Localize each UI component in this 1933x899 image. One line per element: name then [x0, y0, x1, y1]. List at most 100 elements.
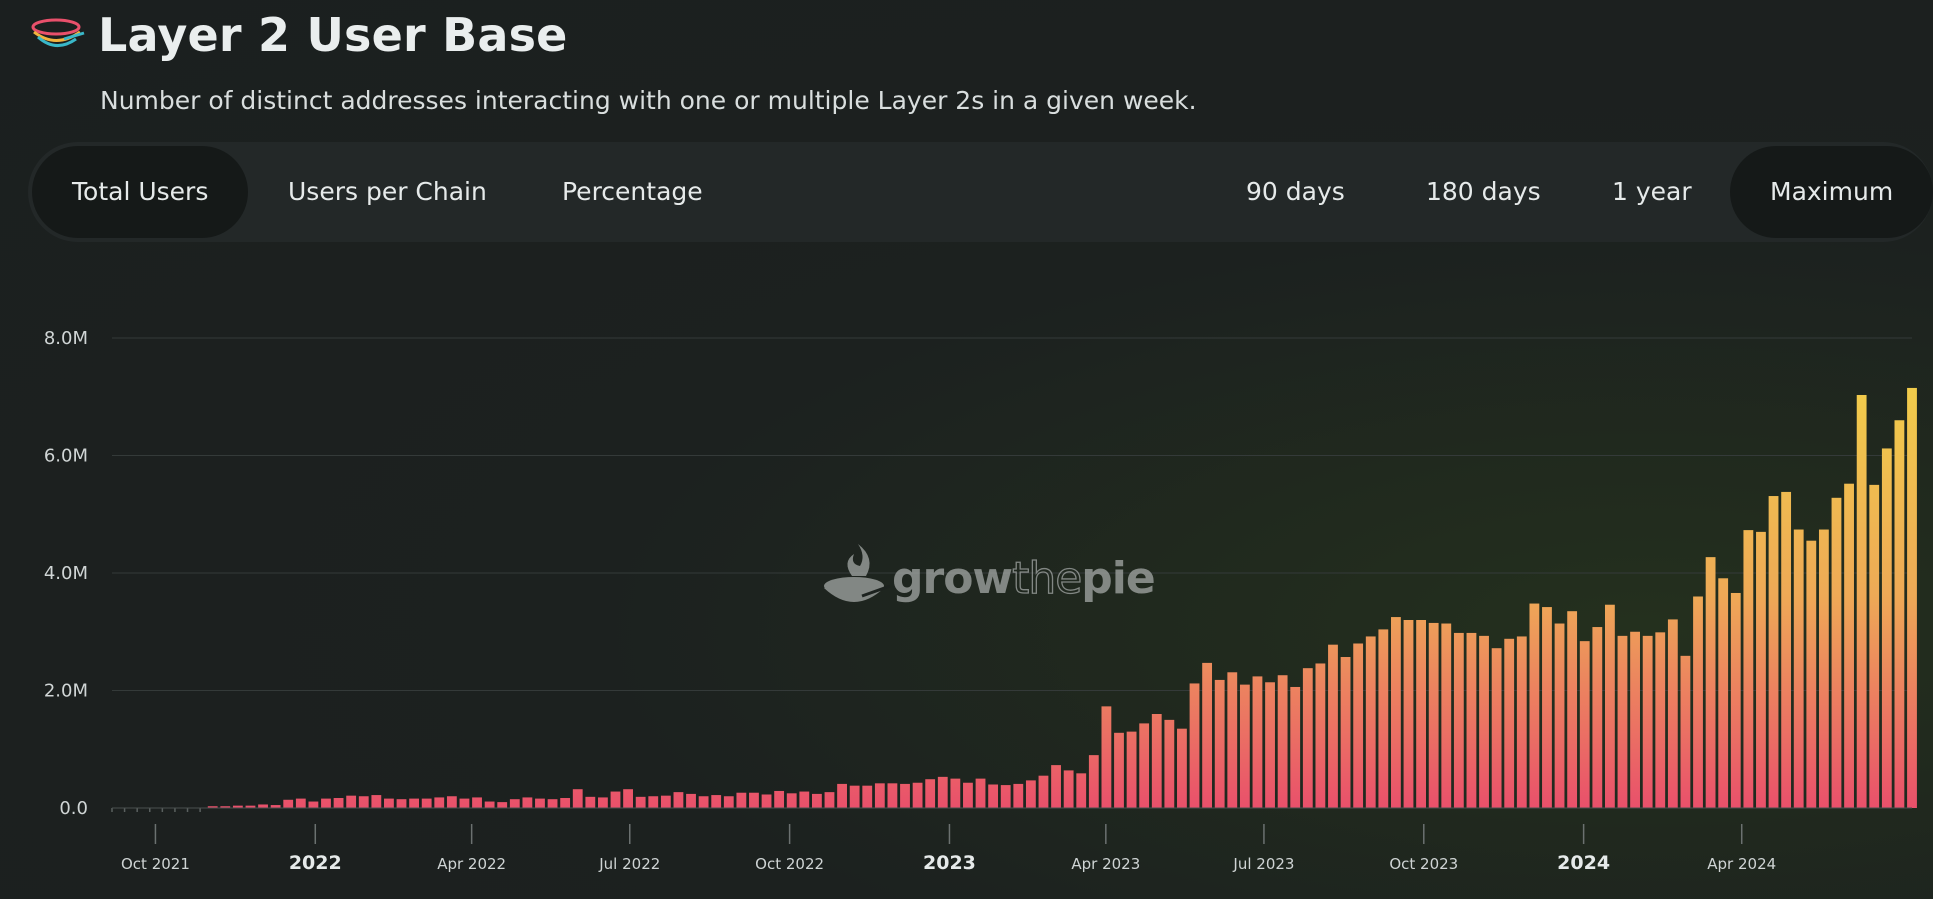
bar	[963, 782, 973, 808]
range-90-days-button[interactable]: 90 days	[1246, 177, 1345, 206]
x-tick-label: Oct 2023	[1389, 855, 1458, 873]
bar	[1063, 770, 1074, 808]
bar	[1831, 497, 1842, 808]
bar	[723, 796, 734, 808]
range-maximum-button[interactable]: Maximum	[1730, 146, 1933, 238]
metric-percentage-button[interactable]: Percentage	[562, 177, 703, 206]
metric-users-per-chain-button[interactable]: Users per Chain	[288, 177, 487, 206]
bar	[824, 792, 835, 808]
range-180-days-button[interactable]: 180 days	[1426, 177, 1541, 206]
bar	[1378, 629, 1389, 808]
bar	[1013, 783, 1024, 808]
y-tick-label: 2.0M	[44, 681, 88, 702]
bar	[774, 790, 785, 808]
y-tick-label: 6.0M	[44, 446, 88, 467]
bar	[572, 789, 583, 808]
bar	[1693, 596, 1703, 808]
bar	[1567, 611, 1578, 808]
metric-total-users-button[interactable]: Total Users	[32, 146, 249, 238]
bar	[1818, 529, 1829, 808]
bar	[1038, 775, 1049, 808]
bar	[925, 779, 936, 808]
bar	[1202, 662, 1213, 808]
bar	[560, 798, 571, 808]
bar	[1743, 530, 1754, 808]
bar	[912, 782, 923, 808]
bar	[1491, 648, 1502, 808]
bar	[1680, 655, 1691, 808]
bar	[1328, 644, 1338, 808]
bar	[1579, 641, 1590, 808]
bar	[358, 796, 369, 808]
bar	[1781, 491, 1792, 808]
bar	[232, 805, 243, 808]
bar	[1151, 714, 1162, 808]
bar	[749, 792, 759, 808]
bar	[786, 793, 797, 808]
pie-watermark-icon	[824, 544, 891, 602]
users-bar-chart: 8.0M 6.0M 4.0M 2.0M 0.0 Oct 2021 2022 Apr 2022 J…	[44, 328, 1917, 874]
bar	[1227, 672, 1238, 808]
bar	[1869, 484, 1880, 808]
bar	[1025, 780, 1036, 808]
bar	[1114, 732, 1124, 808]
bar	[1516, 636, 1527, 808]
header: Layer 2 User Base	[30, 8, 568, 62]
x-tick-label: Apr 2022	[437, 855, 506, 873]
bar	[283, 799, 294, 808]
bar	[673, 792, 684, 808]
bar	[1554, 623, 1565, 808]
bar	[220, 806, 231, 808]
x-tick-label: Apr 2023	[1071, 855, 1140, 873]
bar	[1504, 638, 1515, 808]
bar	[434, 797, 445, 808]
bar	[975, 778, 986, 808]
bar	[245, 805, 256, 808]
bar	[547, 799, 558, 808]
bar	[207, 806, 218, 808]
bar	[1088, 755, 1099, 808]
bar	[1604, 604, 1615, 808]
bar	[811, 793, 822, 808]
bar	[837, 783, 847, 808]
bar	[585, 796, 596, 808]
bar	[1907, 387, 1917, 808]
bar	[371, 795, 382, 808]
bar	[1768, 496, 1779, 808]
bar	[1630, 631, 1640, 808]
x-tick-label: Apr 2024	[1707, 855, 1776, 873]
bar	[1718, 578, 1729, 808]
bar	[1302, 668, 1313, 808]
watermark: growthepie	[822, 540, 1156, 616]
bar	[295, 798, 306, 808]
bar	[623, 789, 633, 808]
bar	[1076, 773, 1087, 808]
bar	[346, 795, 357, 808]
bar	[509, 799, 520, 808]
bar	[736, 792, 747, 808]
bar	[1290, 686, 1301, 808]
bar	[1365, 636, 1376, 808]
bar	[1529, 603, 1540, 808]
bar	[1101, 706, 1112, 808]
bar	[522, 797, 533, 808]
page-subtitle: Number of distinct addresses interacting…	[100, 86, 1197, 115]
bar	[1441, 623, 1452, 808]
bar	[1164, 719, 1175, 808]
bar	[862, 785, 873, 808]
bar	[849, 785, 860, 808]
bar	[1655, 632, 1666, 808]
range-1-year-button[interactable]: 1 year	[1612, 177, 1692, 206]
bar	[1265, 682, 1275, 808]
bar	[1416, 620, 1426, 808]
bar	[988, 784, 999, 808]
page-title: Layer 2 User Base	[98, 8, 568, 62]
bar	[698, 796, 709, 808]
bar	[1453, 632, 1464, 808]
bar	[874, 783, 885, 808]
bar	[1403, 620, 1414, 808]
bar	[1667, 619, 1678, 808]
bar	[1000, 785, 1011, 808]
bar	[1126, 731, 1137, 808]
bar	[1428, 622, 1439, 808]
